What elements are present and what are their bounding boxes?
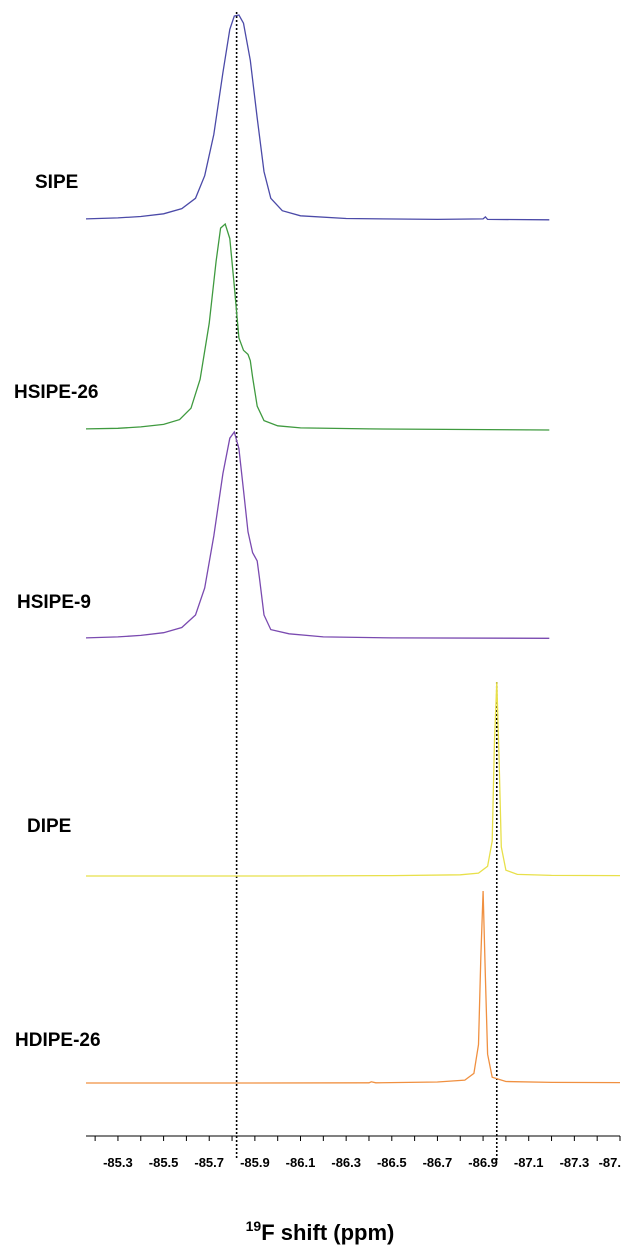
spectra-group [85,14,621,1084]
x-tick-label: -85.5 [149,1155,179,1170]
series-labels: SIPE HSIPE-26 HSIPE-9 DIPE HDIPE-26 [14,172,101,1051]
spectrum-hdipe-26 [86,890,621,1084]
series-label-hsipe-26: HSIPE-26 [14,382,98,403]
reference-lines [235,12,498,1160]
x-tick-label: -86.7 [423,1155,453,1170]
x-tick-label: -86.1 [286,1155,316,1170]
series-label-dipe: DIPE [27,816,71,837]
spectrum-sipe [85,14,550,221]
x-tick-label: -85.9 [240,1155,270,1170]
x-tick-label: -85.3 [103,1155,133,1170]
x-tick-label: -85.7 [194,1155,224,1170]
series-label-hsipe-9: HSIPE-9 [17,592,91,613]
x-tick-label: -86.9 [468,1155,498,1170]
x-axis [86,1135,621,1141]
x-tick-label: -87. [599,1155,621,1170]
x-tick-label: -87.1 [514,1155,544,1170]
x-axis-title: 19F shift (ppm) [246,1218,395,1245]
tick-labels: -85.3 -85.5 -85.7 -85.9 -86.1 -86.3 -86.5 -86.7… [103,1155,621,1170]
x-tick-label: -86.5 [377,1155,407,1170]
x-axis-title-superscript: 19 [246,1218,262,1234]
spectrum-hsipe-9 [85,430,550,639]
series-label-sipe: SIPE [35,172,78,193]
x-tick-label: -86.3 [331,1155,361,1170]
spectrum-hsipe-26 [85,222,550,431]
series-label-hdipe-26: HDIPE-26 [15,1030,101,1051]
x-axis-title-text: F shift (ppm) [261,1220,394,1245]
x-tick-label: -87.3 [560,1155,590,1170]
spectrum-dipe [86,681,621,877]
